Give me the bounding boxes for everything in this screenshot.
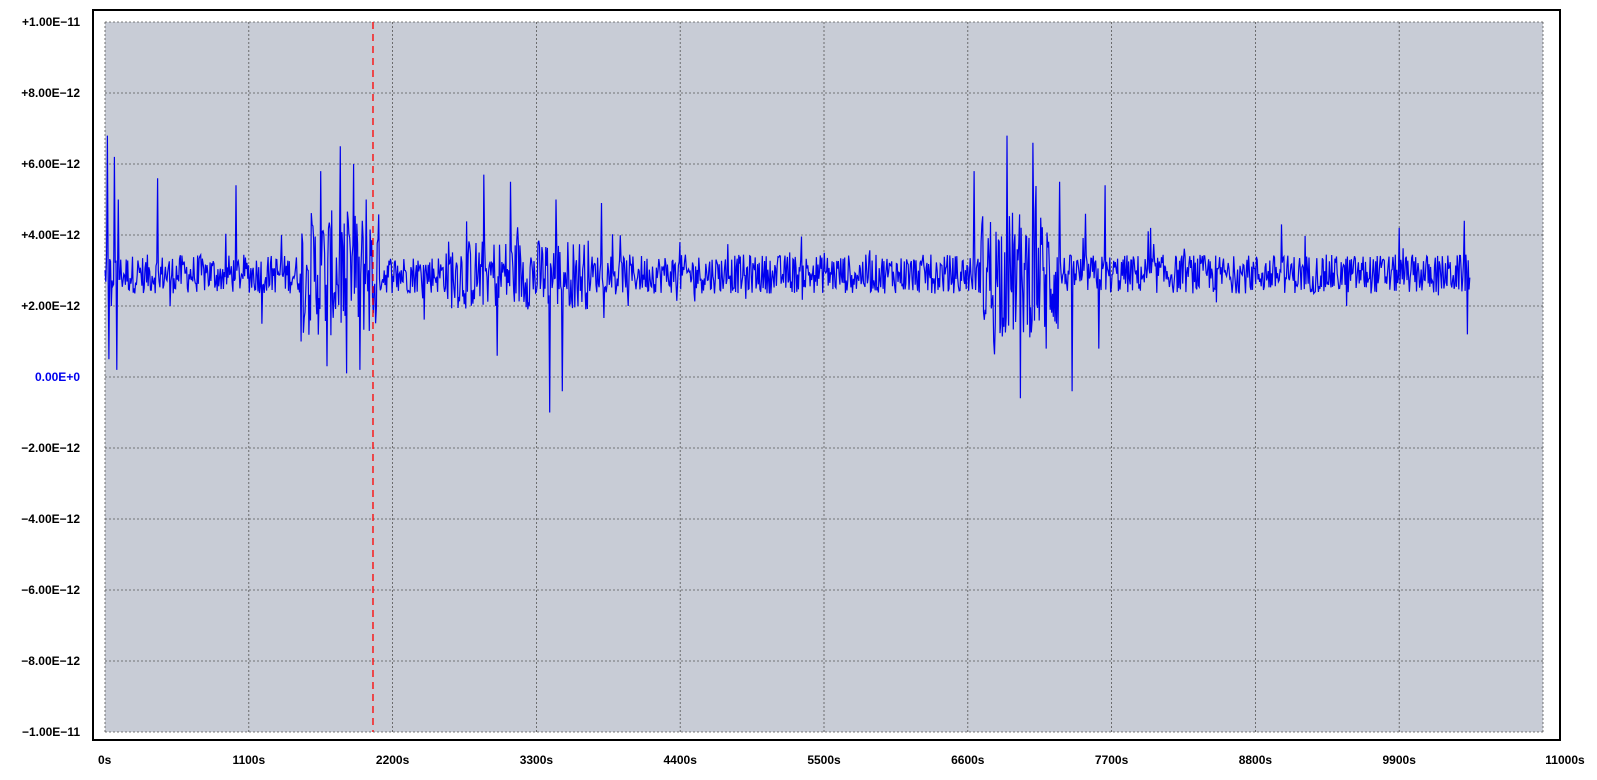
x-tick-label: 0s: [98, 753, 112, 767]
y-tick-label: +6.00E−12: [21, 157, 80, 171]
y-tick-label: −2.00E−12: [21, 441, 80, 455]
y-tick-label: −6.00E−12: [21, 583, 80, 597]
x-axis-tick-labels: 0s 1100s 2200s 3300s 4400s 5500s 6600s 7700s 880…: [98, 753, 1585, 767]
x-tick-label: 2200s: [376, 753, 410, 767]
x-tick-label: 4400s: [664, 753, 698, 767]
y-tick-label: +8.00E−12: [21, 86, 80, 100]
y-tick-label: 0.00E+0: [35, 370, 80, 384]
y-tick-label: +4.00E−12: [21, 228, 80, 242]
y-tick-label: −4.00E−12: [21, 512, 80, 526]
x-tick-label: 1100s: [232, 753, 265, 767]
y-axis-tick-labels: +1.00E−11 +8.00E−12 +6.00E−12 +4.00E−12 +2.0…: [21, 15, 80, 739]
y-tick-label: +1.00E−11: [22, 15, 80, 29]
x-tick-label: 5500s: [807, 753, 841, 767]
plot-area: [105, 22, 1543, 732]
x-tick-label: 8800s: [1239, 753, 1273, 767]
series-line: [104, 135, 1471, 413]
x-tick-label: 11000s: [1545, 753, 1585, 767]
x-tick-label: 6600s: [951, 753, 985, 767]
x-tick-label: 9900s: [1383, 753, 1417, 767]
y-tick-label: −8.00E−12: [21, 654, 80, 668]
x-tick-label: 7700s: [1095, 753, 1129, 767]
y-tick-label: +2.00E−12: [21, 299, 80, 313]
x-tick-label: 3300s: [520, 753, 554, 767]
y-tick-label: −1.00E−11: [22, 725, 80, 739]
